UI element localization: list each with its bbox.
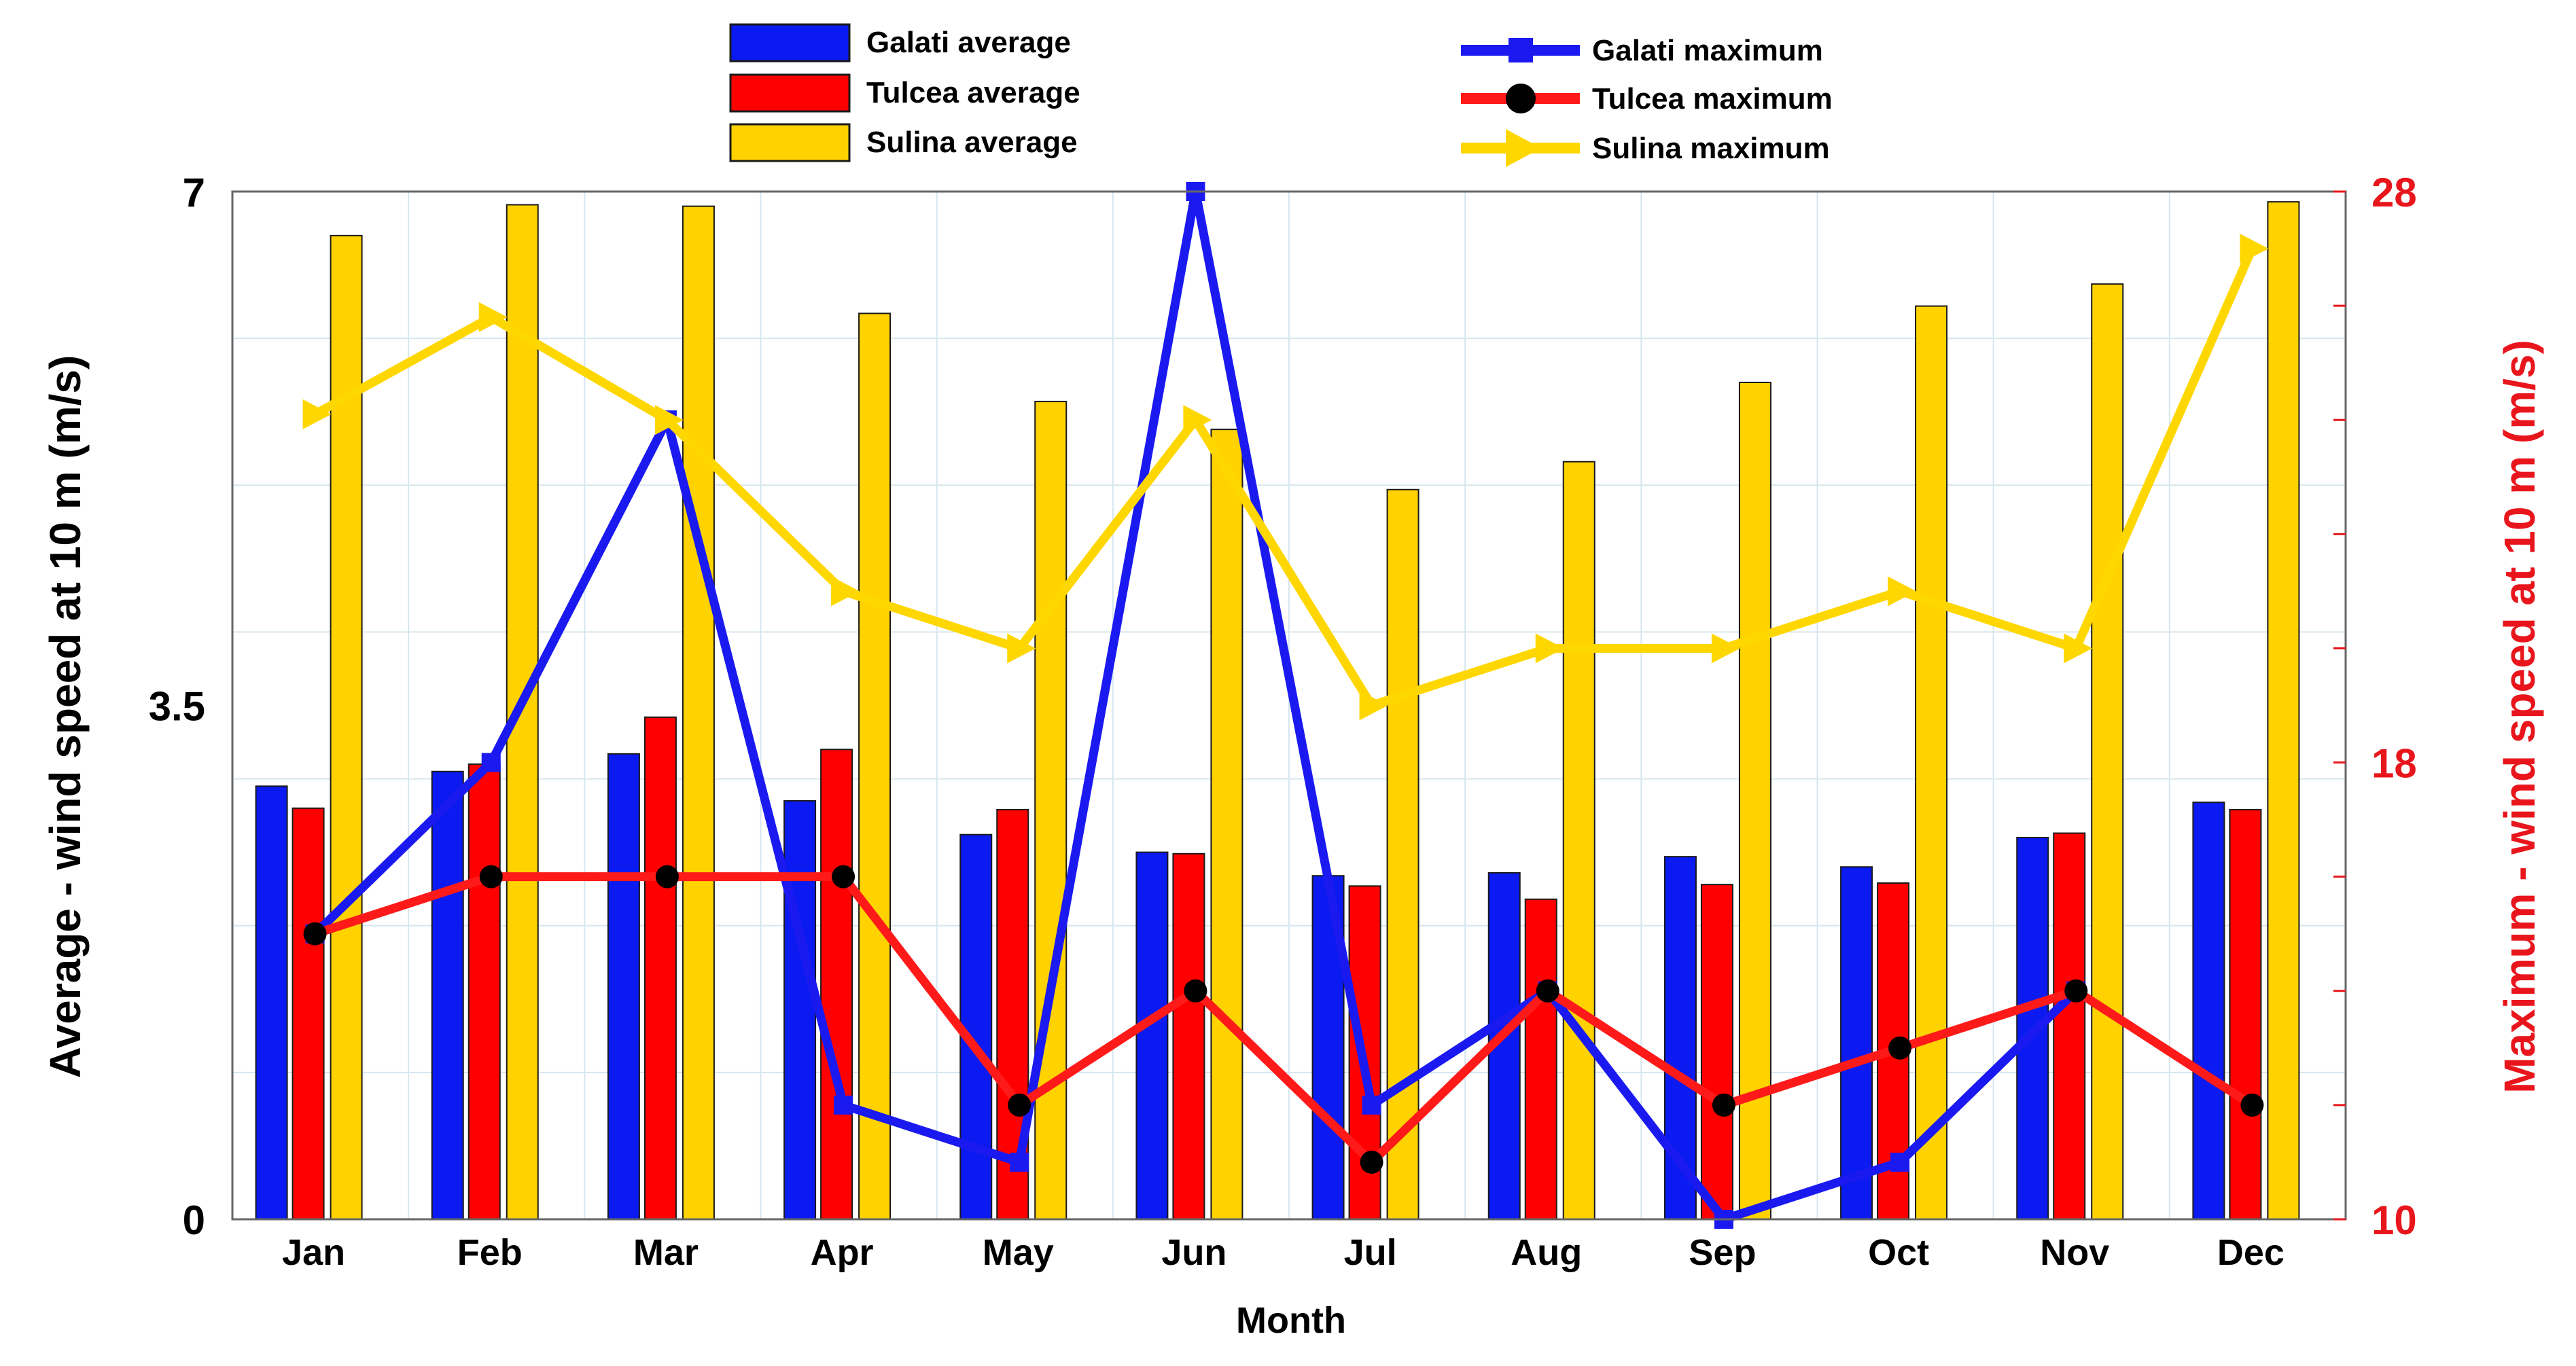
legend-label-galati-average: Galati average — [866, 26, 1071, 59]
left-tick-label: 3.5 — [149, 684, 205, 730]
month-label-nov: Nov — [2040, 1232, 2109, 1273]
bar-sulina-average-nov — [2091, 283, 2124, 1220]
bar-sulina-average-dec — [2267, 201, 2300, 1220]
month-label-apr: Apr — [811, 1232, 874, 1273]
marker-tulcea-maximum — [1536, 979, 1559, 1003]
marker-tulcea-maximum — [479, 865, 503, 888]
month-label-jul: Jul — [1344, 1232, 1397, 1273]
month-label-jan: Jan — [282, 1232, 345, 1273]
bar-sulina-average-aug — [1562, 461, 1595, 1220]
bar-galati-average-oct — [1840, 866, 1873, 1221]
left-tick-label: 0 — [183, 1198, 205, 1243]
bar-sulina-average-sep — [1738, 381, 1771, 1220]
bar-galati-average-apr — [783, 799, 817, 1220]
marker-tulcea-maximum — [1888, 1036, 1912, 1060]
line-tulcea-maximum — [313, 872, 2255, 1167]
x-axis-tick-labels: Jan Feb Mar Apr May Jun Jul Aug Sep Oct Nov Dec — [282, 1232, 2284, 1273]
bar-tulcea-average-aug — [1524, 898, 1557, 1221]
month-label-jun: Jun — [1161, 1232, 1227, 1273]
marker-sulina-maximum — [831, 576, 860, 607]
bar-tulcea-average-jun — [1172, 852, 1205, 1221]
bar-tulcea-average-mar — [643, 716, 677, 1220]
month-label-mar: Mar — [633, 1232, 699, 1273]
marker-sulina-maximum — [1183, 405, 1212, 435]
right-tick-label: 10 — [2371, 1198, 2417, 1243]
month-label-aug: Aug — [1511, 1232, 1582, 1273]
right-tick-label: 18 — [2371, 741, 2417, 787]
bar-sulina-average-jul — [1386, 488, 1419, 1220]
right-axis-title: Maximum - wind speed at 10 m (m/s) — [2495, 340, 2544, 1094]
left-axis-title: Average - wind speed at 10 m (m/s) — [41, 355, 90, 1079]
legend-swatch-sulina-average — [729, 123, 851, 162]
marker-tulcea-maximum — [1008, 1093, 1031, 1117]
month-label-may: May — [983, 1232, 1054, 1273]
bar-sulina-average-jan — [330, 234, 363, 1220]
marker-sulina-maximum — [2064, 633, 2093, 664]
legend-label-tulcea-maximum: Tulcea maximum — [1592, 82, 1833, 115]
marker-galati-maximum — [1010, 1152, 1029, 1172]
marker-tulcea-maximum — [1712, 1093, 1735, 1117]
marker-tulcea-maximum — [832, 865, 855, 888]
marker-sulina-maximum — [478, 302, 508, 332]
marker-galati-maximum — [1362, 1095, 1381, 1115]
marker-tulcea-maximum — [2064, 979, 2088, 1003]
bar-galati-average-may — [959, 833, 993, 1220]
bar-tulcea-average-sep — [1700, 884, 1733, 1221]
bar-galati-average-jan — [255, 785, 288, 1220]
month-label-dec: Dec — [2217, 1232, 2284, 1273]
bar-sulina-average-mar — [682, 205, 715, 1221]
marker-tulcea-maximum — [1360, 1150, 1383, 1174]
marker-sulina-maximum — [302, 399, 332, 429]
bar-sulina-average-oct — [1915, 305, 1948, 1220]
legend-swatch-galati-average — [729, 23, 851, 62]
left-axis-ticks: 03.57 — [149, 170, 205, 1243]
marker-sulina-maximum — [1007, 633, 1036, 664]
right-axis-ticks: 10 18 28 — [2333, 170, 2417, 1243]
marker-sulina-maximum — [1535, 633, 1564, 664]
marker-sulina-maximum — [2240, 234, 2269, 264]
marker-tulcea-maximum — [303, 922, 327, 946]
marker-galati-maximum — [481, 753, 501, 772]
marker-galati-maximum — [834, 1095, 853, 1115]
marker-tulcea-maximum — [2240, 1093, 2264, 1117]
month-label-sep: Sep — [1689, 1232, 1756, 1273]
legend-label-sulina-average: Sulina average — [866, 126, 1078, 159]
plot-frame — [231, 190, 2347, 1221]
bar-tulcea-average-jan — [292, 807, 325, 1221]
legend-marker-tulcea-maximum — [1506, 84, 1536, 113]
bar-galati-average-feb — [431, 770, 464, 1220]
line-group — [302, 182, 2269, 1229]
bar-galati-average-jun — [1135, 851, 1169, 1220]
bar-tulcea-average-apr — [820, 749, 853, 1221]
marker-galati-maximum — [1890, 1152, 1910, 1172]
marker-tulcea-maximum — [655, 865, 679, 888]
legend-label-sulina-maximum: Sulina maximum — [1592, 132, 1830, 165]
bar-galati-average-mar — [607, 753, 640, 1220]
legend-marker-galati-maximum — [1508, 38, 1533, 62]
bar-tulcea-average-dec — [2229, 808, 2262, 1220]
marker-sulina-maximum — [1359, 690, 1388, 721]
line-sulina-maximum — [313, 247, 2257, 710]
right-tick-label: 28 — [2371, 170, 2417, 215]
bar-sulina-average-apr — [858, 312, 892, 1220]
legend: Galati average Tulcea average Sulina avera… — [729, 23, 1833, 167]
legend-label-galati-maximum: Galati maximum — [1592, 34, 1823, 67]
bar-sulina-average-feb — [506, 204, 539, 1220]
x-axis-title: Month — [1236, 1300, 1346, 1341]
marker-sulina-maximum — [1711, 633, 1740, 664]
legend-marker-sulina-maximum — [1506, 129, 1541, 167]
month-label-oct: Oct — [1868, 1232, 1929, 1273]
legend-swatch-tulcea-average — [729, 73, 851, 113]
left-tick-label: 7 — [183, 170, 205, 215]
bar-sulina-average-jun — [1210, 429, 1243, 1220]
legend-label-tulcea-average: Tulcea average — [866, 76, 1080, 109]
bar-tulcea-average-feb — [467, 763, 501, 1220]
marker-sulina-maximum — [654, 405, 684, 435]
month-label-feb: Feb — [457, 1232, 523, 1273]
bar-galati-average-dec — [2192, 802, 2225, 1220]
marker-tulcea-maximum — [1184, 979, 1207, 1003]
marker-sulina-maximum — [1888, 576, 1917, 607]
bar-tulcea-average-nov — [2053, 832, 2086, 1220]
